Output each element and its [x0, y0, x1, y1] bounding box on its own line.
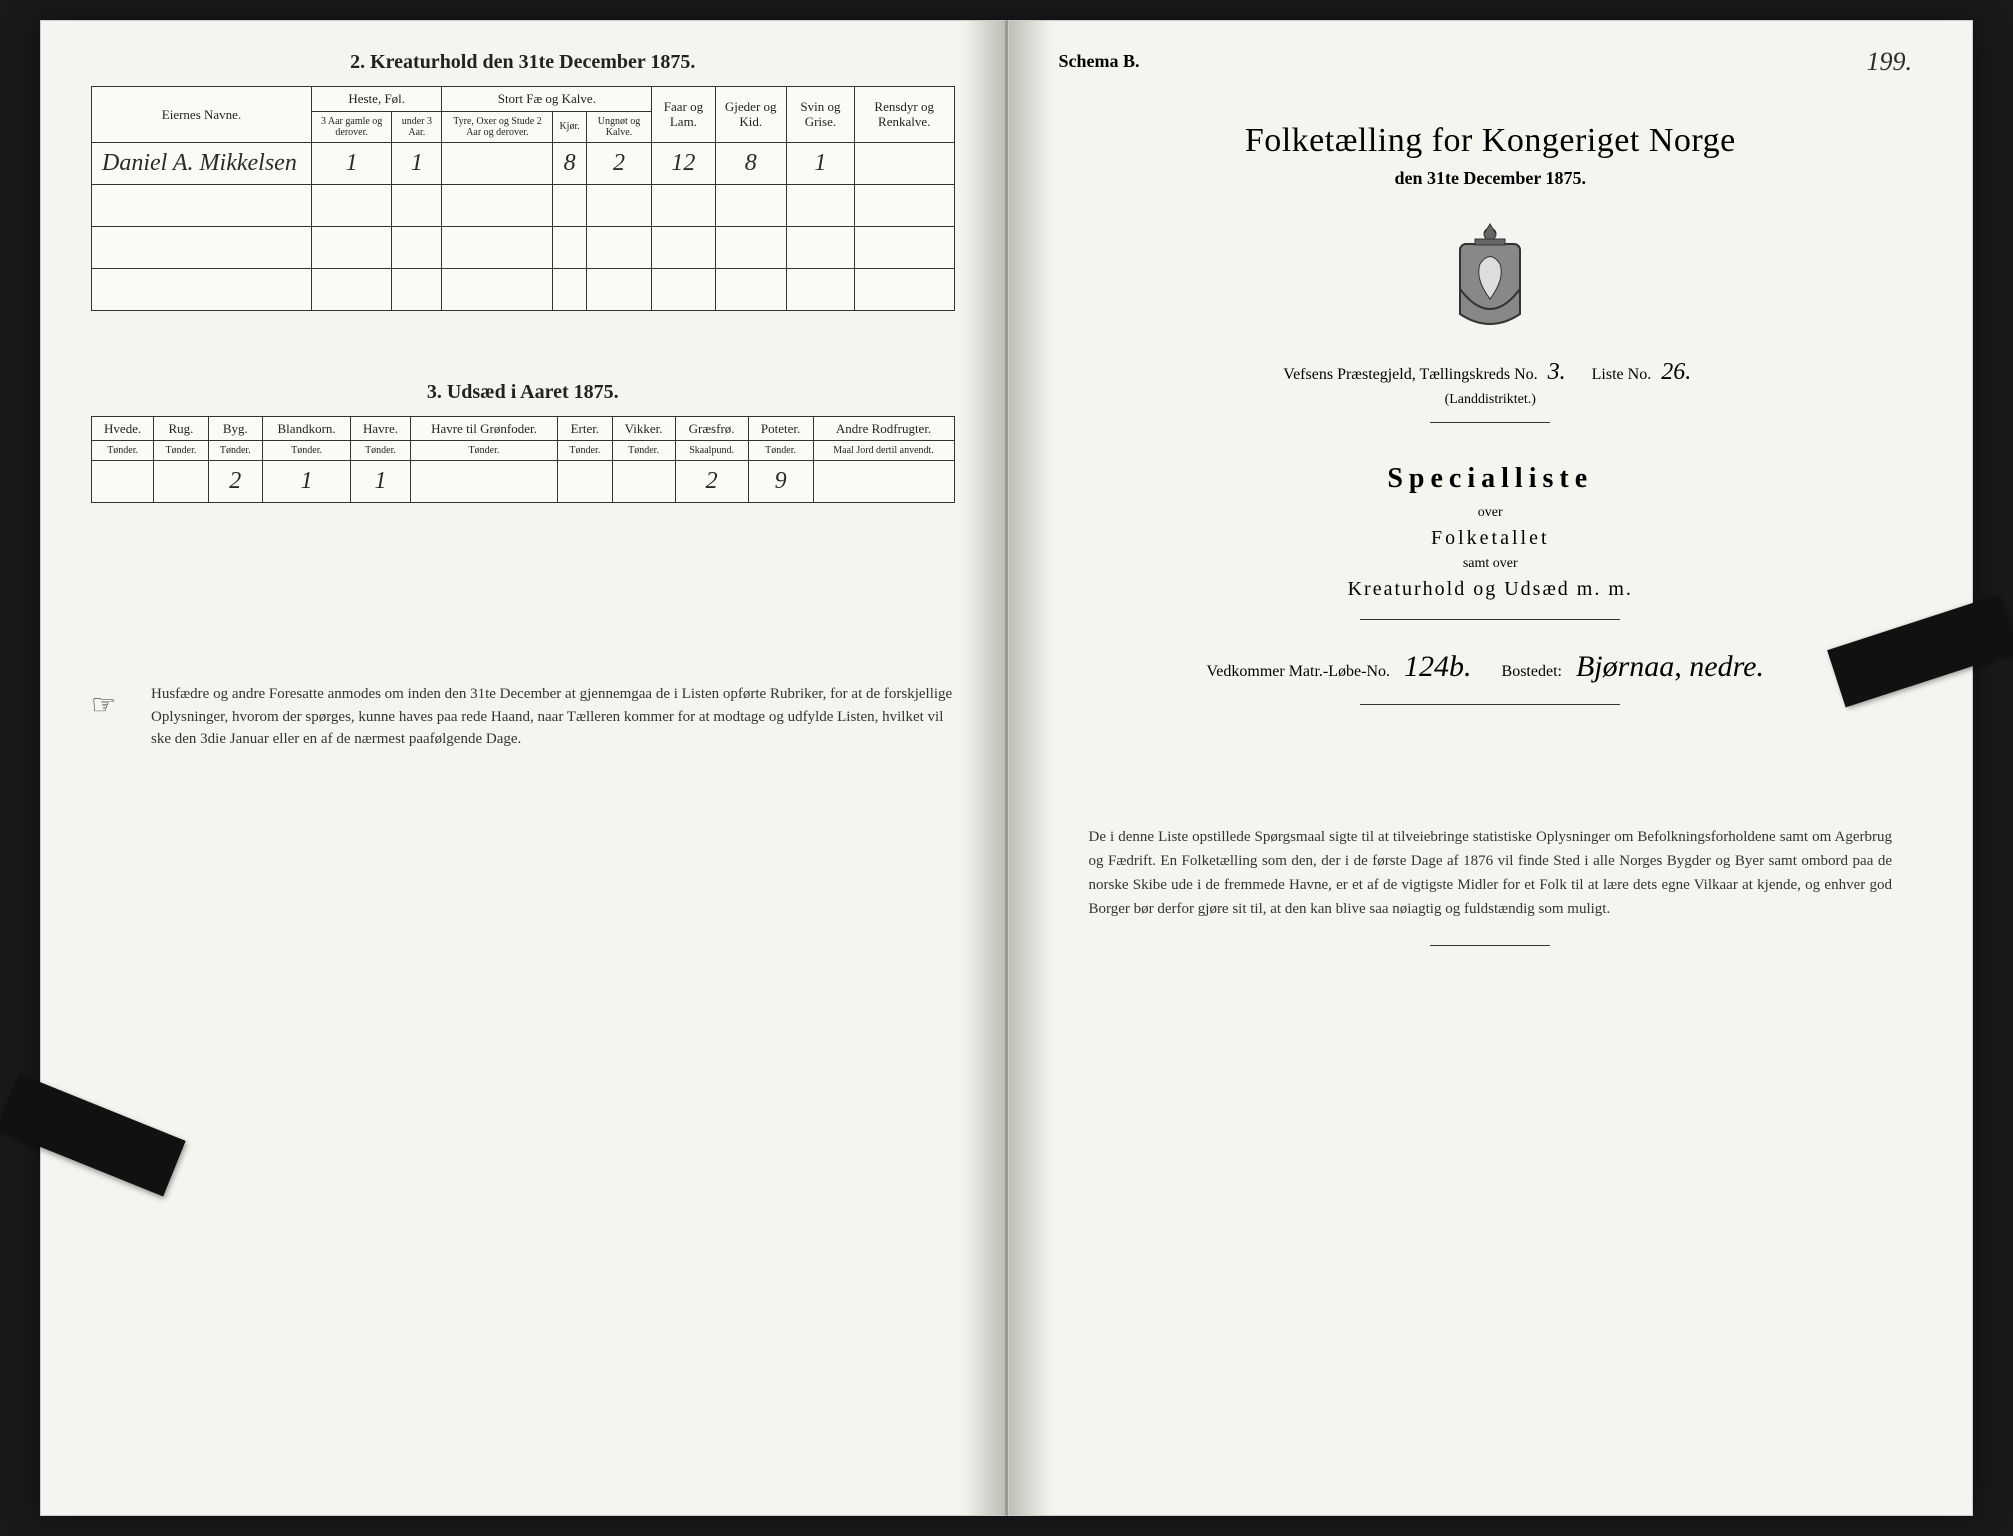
livestock-row-empty: [92, 226, 955, 268]
page-clip-right: [1827, 595, 2013, 708]
district-no: 3.: [1542, 359, 1572, 385]
col-mixed: Blandkorn.: [262, 416, 350, 441]
cell-reindeer: [854, 142, 954, 184]
col-oats: Havre.: [351, 416, 411, 441]
bosted-value: Bjørnaa, nedre.: [1566, 650, 1774, 683]
page-number: 199.: [1867, 47, 1913, 77]
coat-of-arms-icon: [1445, 219, 1535, 329]
col-sheep: Faar og Lam.: [652, 87, 715, 143]
cell-potatoes: 9: [748, 461, 813, 503]
book-spread: 2. Kreaturhold den 31te December 1875. E…: [40, 20, 1973, 1516]
col-reindeer: Rensdyr og Renkalve.: [854, 87, 954, 143]
cell-horses-old: 1: [312, 142, 392, 184]
unit-wheat: Tønder.: [92, 441, 154, 461]
kreatur-label: Kreaturhold og Udsæd m. m.: [1059, 578, 1923, 601]
seed-row-1: 2 1 1 2 9: [92, 461, 955, 503]
bosted-label: Bostedet:: [1502, 663, 1562, 680]
col-rye: Rug.: [154, 416, 208, 441]
cell-rye: [154, 461, 208, 503]
pointer-hand-icon: ☞: [91, 685, 116, 727]
col-peas: Erter.: [558, 416, 612, 441]
cell-pigs: 1: [786, 142, 854, 184]
district-sub: (Landdistriktet.): [1059, 392, 1923, 408]
cell-cattle-bulls: [442, 142, 553, 184]
divider: [1360, 704, 1620, 705]
page-clip-left: [0, 1073, 186, 1196]
cell-oatsg: [410, 461, 557, 503]
left-page: 2. Kreaturhold den 31te December 1875. E…: [40, 20, 1008, 1516]
section3-title: 3. Udsæd i Aaret 1875.: [91, 381, 955, 404]
cell-grass: 2: [675, 461, 748, 503]
col-barley: Byg.: [208, 416, 262, 441]
matr-no: 124b.: [1394, 650, 1482, 683]
cell-oats: 1: [351, 461, 411, 503]
cell-goats: 8: [715, 142, 786, 184]
matr-prefix: Vedkommer Matr.-Løbe-No.: [1207, 663, 1391, 680]
list-no: 26.: [1655, 359, 1697, 385]
right-bottom-paragraph: De i denne Liste opstillede Spørgsmaal s…: [1059, 825, 1923, 921]
cell-peas: [558, 461, 612, 503]
cell-sheep: 12: [652, 142, 715, 184]
col-grass: Græsfrø.: [675, 416, 748, 441]
livestock-row-empty: [92, 268, 955, 310]
cell-horses-young: 1: [392, 142, 442, 184]
unit-peas: Tønder.: [558, 441, 612, 461]
divider: [1360, 619, 1620, 620]
schema-label: Schema B.: [1059, 51, 1923, 72]
unit-oatsg: Tønder.: [410, 441, 557, 461]
livestock-row-empty: [92, 184, 955, 226]
divider: [1430, 945, 1550, 946]
col-cattle-young: Ungnøt og Kalve.: [586, 111, 652, 142]
left-footnote: ☞ Husfædre og andre Foresatte anmodes om…: [91, 683, 955, 751]
right-page: Schema B. 199. Folketælling for Kongerig…: [1008, 20, 1974, 1516]
cell-cattle-cows: 8: [553, 142, 586, 184]
col-goats: Gjeder og Kid.: [715, 87, 786, 143]
cell-barley: 2: [208, 461, 262, 503]
col-owner: Eiernes Navne.: [92, 87, 312, 143]
over-label: over: [1059, 505, 1923, 521]
col-cattle-bulls: Tyre, Oxer og Stude 2 Aar og derover.: [442, 111, 553, 142]
footnote-text: Husfædre og andre Foresatte anmodes om i…: [151, 686, 952, 747]
divider: [1430, 422, 1550, 423]
col-horses-old: 3 Aar gamle og derover.: [312, 111, 392, 142]
col-potatoes: Poteter.: [748, 416, 813, 441]
seed-table: Hvede. Rug. Byg. Blandkorn. Havre. Havre…: [91, 416, 955, 504]
section2-title: 2. Kreaturhold den 31te December 1875.: [91, 51, 955, 74]
cell-vetch: [612, 461, 675, 503]
col-oats-green: Havre til Grønfoder.: [410, 416, 557, 441]
col-cattle-cows: Kjør.: [553, 111, 586, 142]
col-pigs: Svin og Grise.: [786, 87, 854, 143]
district-prefix: Vefsens Præstegjeld, Tællingskreds No.: [1283, 366, 1537, 383]
unit-other: Maal Jord dertil anvendt.: [813, 441, 954, 461]
unit-oats: Tønder.: [351, 441, 411, 461]
cell-cattle-young: 2: [586, 142, 652, 184]
list-label: Liste No.: [1592, 366, 1652, 383]
livestock-table: Eiernes Navne. Heste, Føl. Stort Fæ og K…: [91, 86, 955, 311]
livestock-row-1: Daniel A. Mikkelsen 1 1 8 2 12 8 1: [92, 142, 955, 184]
col-cattle: Stort Fæ og Kalve.: [442, 87, 652, 112]
col-wheat: Hvede.: [92, 416, 154, 441]
col-horses-young: under 3 Aar.: [392, 111, 442, 142]
unit-grass: Skaalpund.: [675, 441, 748, 461]
owner-name: Daniel A. Mikkelsen: [92, 142, 312, 184]
samt-label: samt over: [1059, 556, 1923, 572]
cell-mixed: 1: [262, 461, 350, 503]
unit-vetch: Tønder.: [612, 441, 675, 461]
col-vetch: Vikker.: [612, 416, 675, 441]
cell-other: [813, 461, 954, 503]
cell-wheat: [92, 461, 154, 503]
district-line: Vefsens Præstegjeld, Tællingskreds No. 3…: [1059, 359, 1923, 386]
col-other: Andre Rodfrugter.: [813, 416, 954, 441]
census-main-title: Folketælling for Kongeriget Norge: [1059, 122, 1923, 160]
unit-potatoes: Tønder.: [748, 441, 813, 461]
unit-barley: Tønder.: [208, 441, 262, 461]
matr-line: Vedkommer Matr.-Løbe-No. 124b. Bostedet:…: [1059, 650, 1923, 684]
folketallet-label: Folketallet: [1059, 527, 1923, 550]
unit-rye: Tønder.: [154, 441, 208, 461]
col-horses: Heste, Føl.: [312, 87, 442, 112]
unit-mixed: Tønder.: [262, 441, 350, 461]
specialliste-title: Specialliste: [1059, 463, 1923, 495]
census-date: den 31te December 1875.: [1059, 168, 1923, 189]
